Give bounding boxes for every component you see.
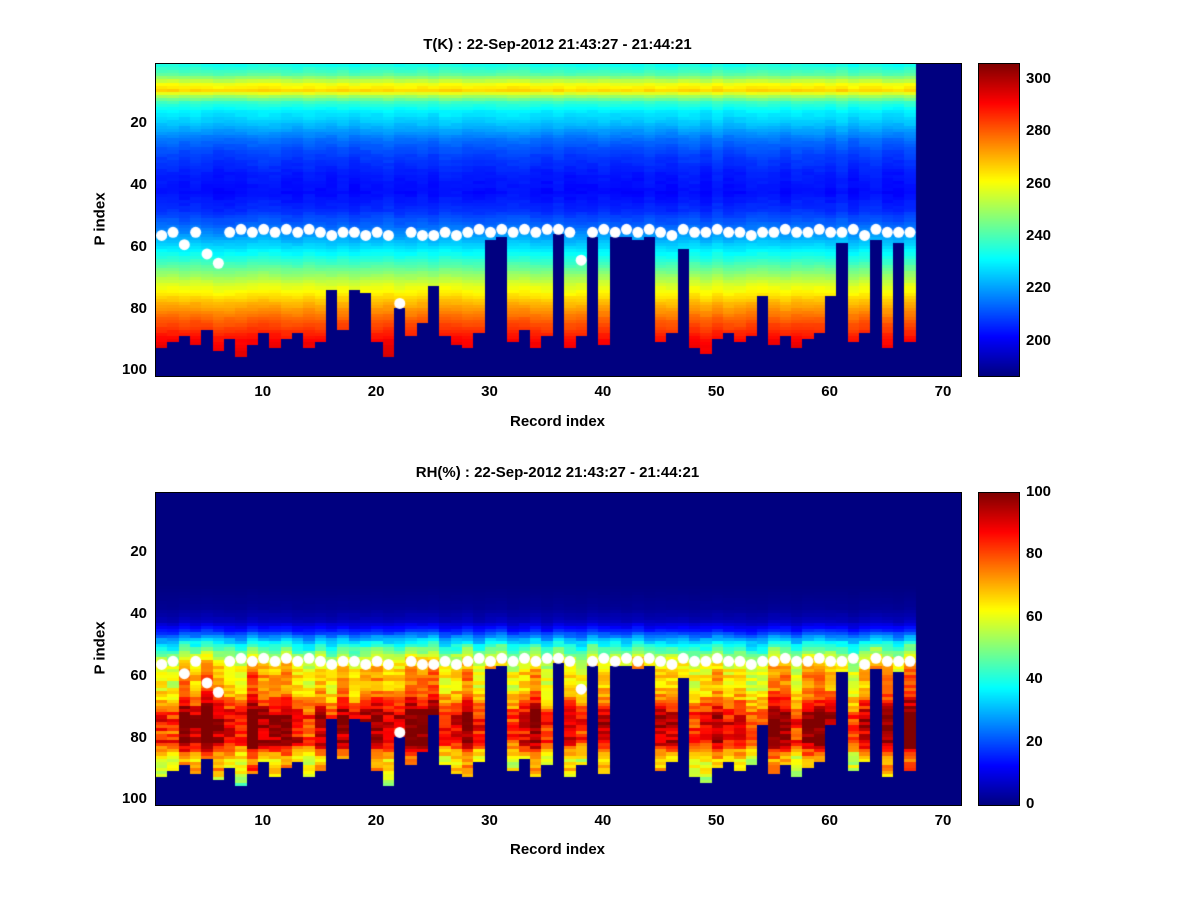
y-tick-label: 40 — [130, 605, 147, 623]
x-tick-label: 10 — [254, 383, 272, 400]
temperature-x-axis-label: Record index — [509, 413, 606, 430]
colorbar-tick-label: 20 — [1026, 732, 1043, 750]
x-tick-label: 70 — [934, 812, 952, 829]
colorbar-tick-label: 200 — [1026, 331, 1052, 349]
x-tick-label: 30 — [481, 812, 498, 829]
colorbar-tick-label: 260 — [1026, 174, 1052, 192]
x-tick-label: 30 — [481, 383, 498, 400]
x-tick-label: 50 — [707, 812, 725, 829]
colorbar-tick-label: 280 — [1026, 122, 1052, 140]
x-tick-label: 50 — [707, 383, 725, 400]
colorbar-tick-label: 40 — [1026, 670, 1043, 688]
humidity-y-axis-label: P index — [91, 621, 109, 675]
temperature-colorbar-canvas — [979, 64, 1019, 376]
colorbar-tick-label: 100 — [1026, 483, 1052, 500]
x-tick-label: 70 — [934, 383, 952, 400]
y-tick-label: 100 — [121, 790, 147, 808]
y-tick-label: 20 — [130, 543, 147, 561]
colorbar-tick-label: 300 — [1026, 69, 1052, 87]
colorbar-tick-label: 80 — [1026, 545, 1043, 563]
temperature-y-axis-label: P index — [91, 192, 109, 246]
x-tick-label: 20 — [367, 383, 385, 400]
temperature-heatmap-axes — [155, 63, 962, 377]
y-tick-label: 100 — [121, 361, 147, 379]
x-tick-label: 40 — [594, 812, 612, 829]
x-tick-label: 10 — [254, 812, 272, 829]
y-tick-label: 20 — [130, 114, 147, 132]
humidity-heatmap-canvas — [156, 493, 961, 805]
humidity-colorbar-canvas — [979, 493, 1019, 805]
y-tick-label: 60 — [130, 237, 147, 255]
humidity-chart-title: RH(%) : 22-Sep-2012 21:43:27 - 21:44:21 — [415, 464, 700, 481]
x-tick-label: 60 — [821, 812, 838, 829]
colorbar-tick-label: 0 — [1026, 795, 1035, 812]
x-tick-label: 40 — [594, 383, 612, 400]
x-tick-label: 60 — [821, 383, 838, 400]
y-tick-label: 40 — [130, 176, 147, 194]
y-tick-label: 60 — [130, 666, 147, 684]
colorbar-tick-label: 240 — [1026, 227, 1052, 245]
temperature-heatmap-canvas — [156, 64, 961, 376]
y-tick-label: 80 — [130, 299, 147, 317]
humidity-colorbar — [978, 492, 1020, 806]
x-tick-label: 20 — [367, 812, 385, 829]
y-tick-label: 80 — [130, 728, 147, 746]
humidity-x-axis-label: Record index — [509, 841, 606, 858]
humidity-heatmap-axes — [155, 492, 962, 806]
colorbar-tick-label: 60 — [1026, 607, 1043, 625]
temperature-chart-title: T(K) : 22-Sep-2012 21:43:27 - 21:44:21 — [423, 36, 692, 53]
colorbar-tick-label: 220 — [1026, 279, 1052, 297]
temperature-colorbar — [978, 63, 1020, 377]
